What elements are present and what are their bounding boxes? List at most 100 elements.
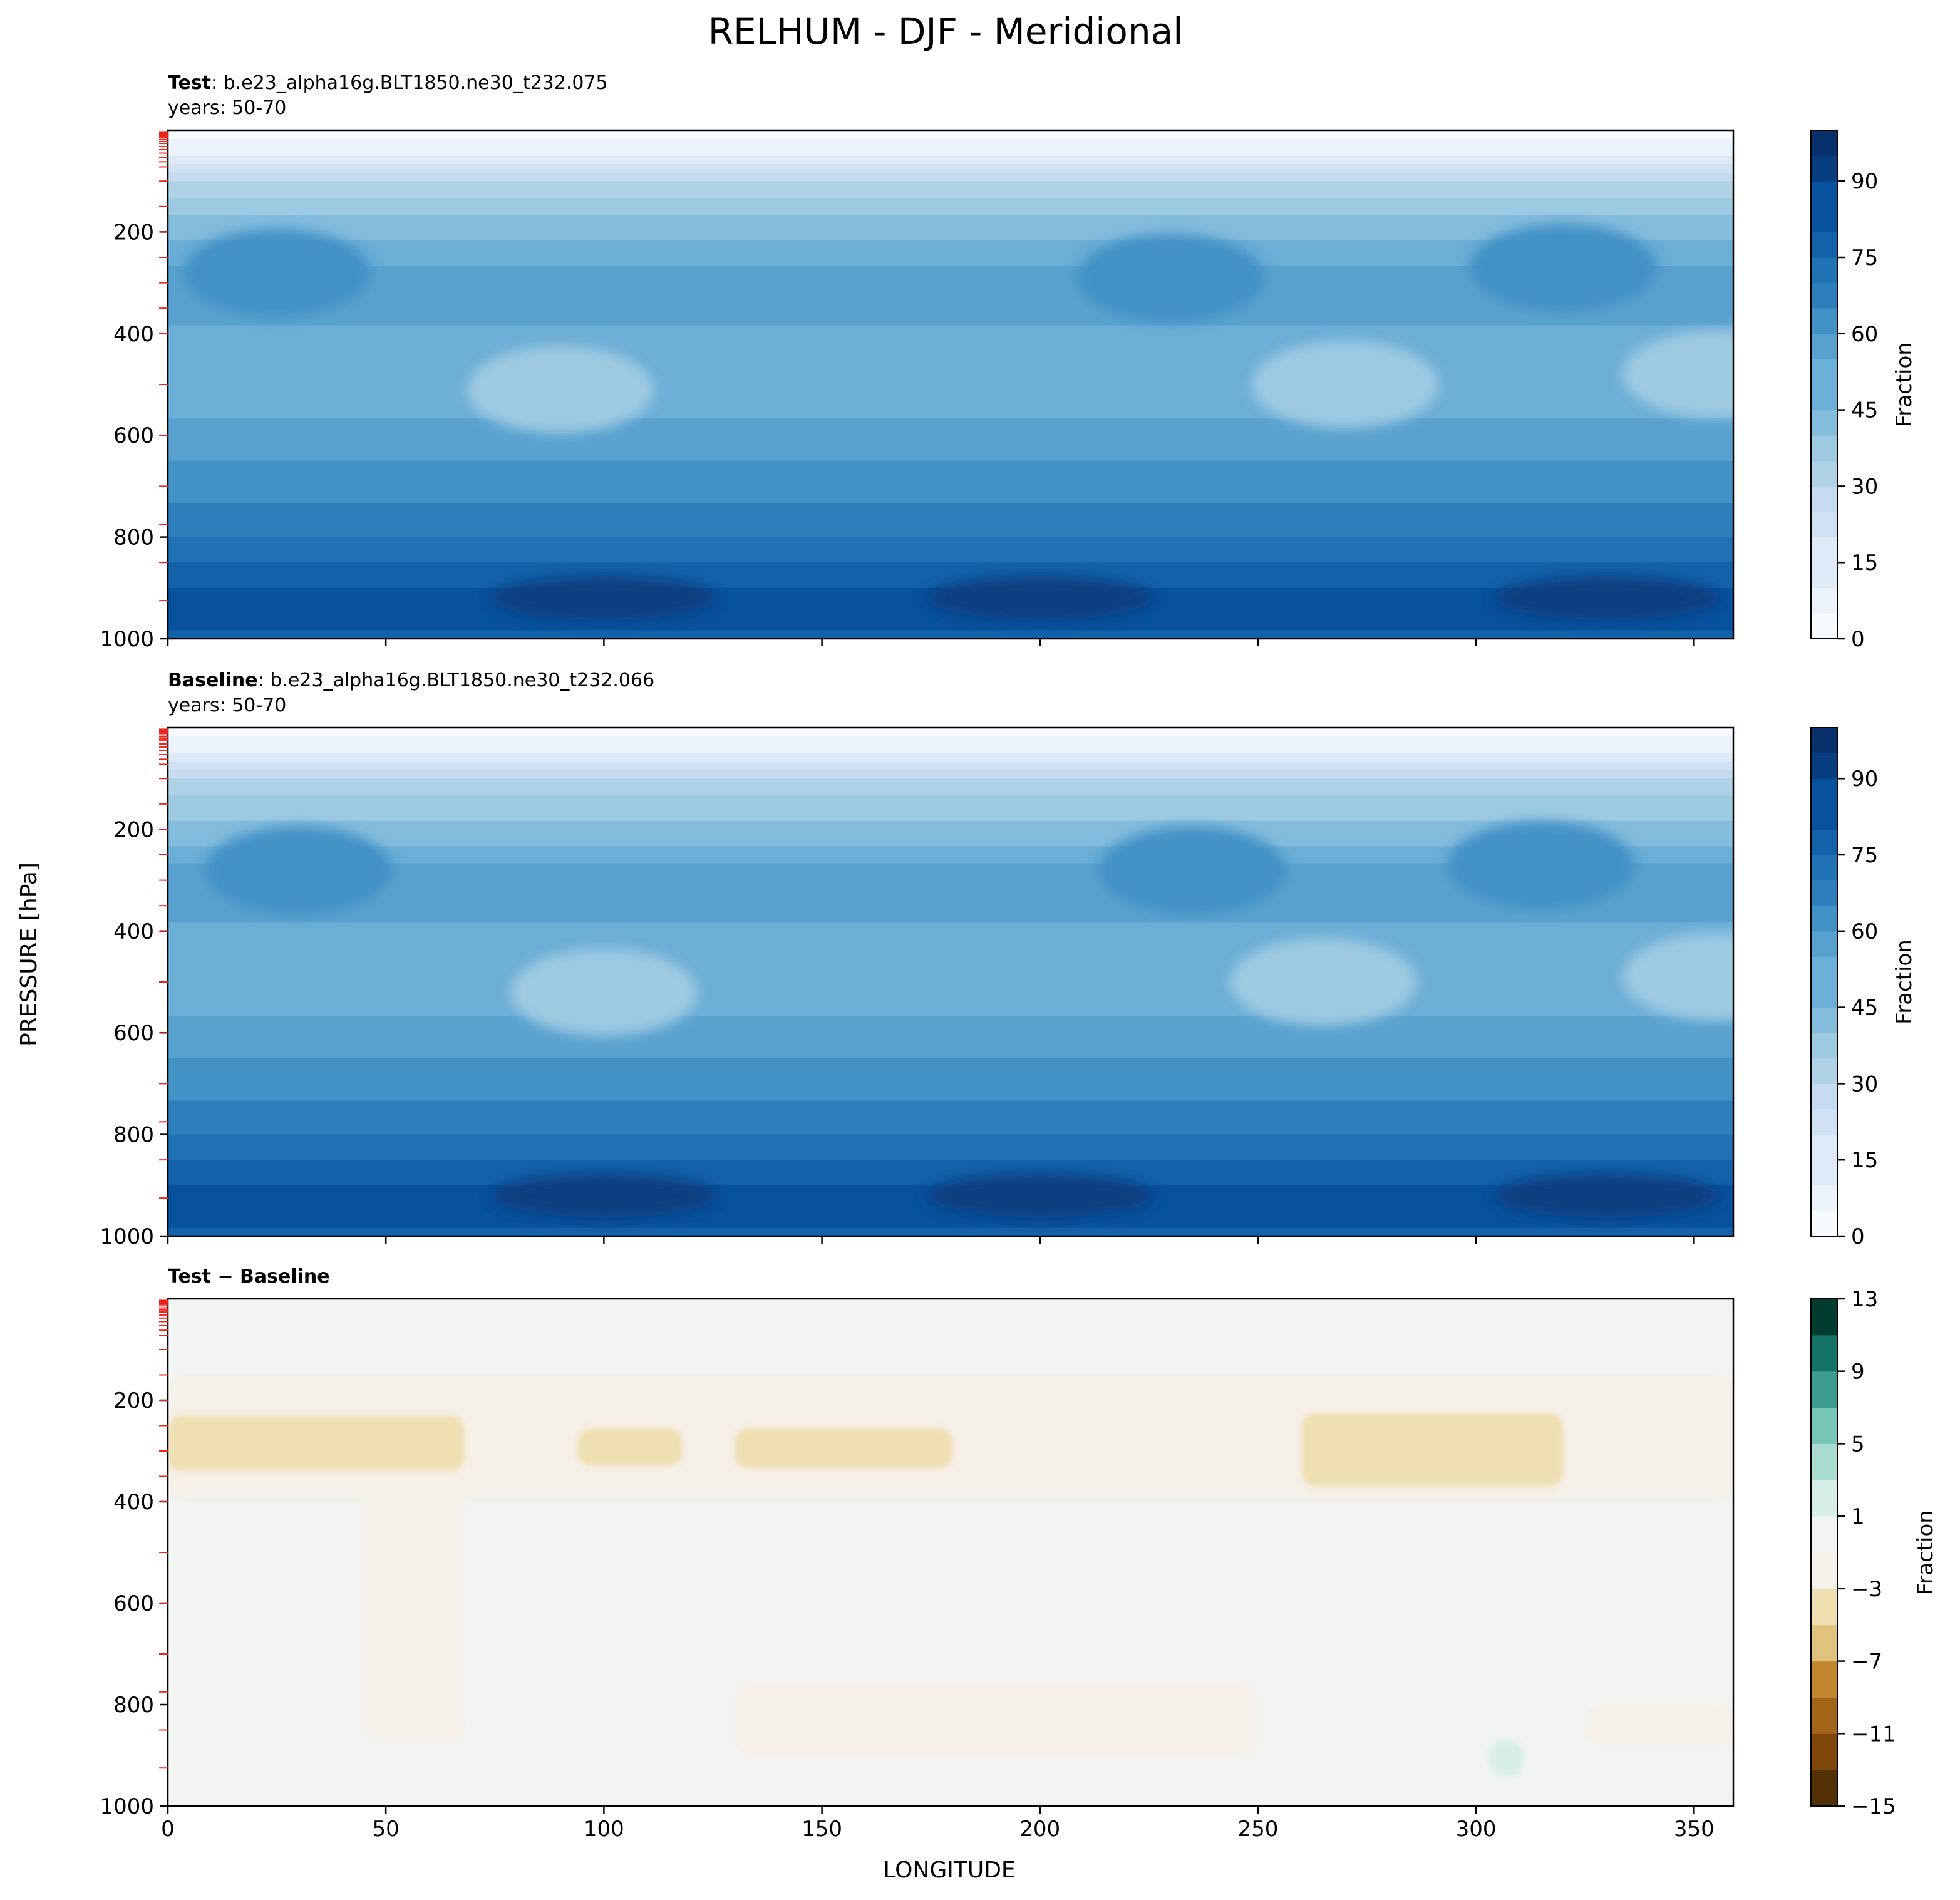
contour-feature-moist_low	[1494, 1174, 1720, 1218]
colorbar-segment	[1811, 435, 1837, 462]
contour-band	[168, 922, 1733, 932]
contour-band	[168, 189, 1733, 199]
colorbar-segment	[1811, 1770, 1837, 1807]
colorbar-tick-label: 90	[1851, 169, 1878, 194]
contour-band	[168, 982, 1733, 991]
contour-band	[168, 282, 1733, 292]
x-tick-label: 150	[802, 1817, 842, 1842]
contour-band	[168, 469, 1733, 478]
contour-features	[204, 821, 1733, 1218]
contour-band	[168, 266, 1733, 276]
contour-band	[168, 206, 1733, 216]
contour-band	[168, 418, 1733, 428]
colorbar-segment	[1811, 257, 1837, 284]
colorbar-segment	[1811, 613, 1837, 639]
contour-band	[168, 762, 1733, 771]
colorbar-segment	[1811, 181, 1837, 207]
colorbar-segment	[1811, 956, 1837, 983]
contour-band	[168, 215, 1733, 224]
colorbar-segment	[1811, 460, 1837, 487]
contour-band	[168, 350, 1733, 360]
contour-band	[168, 401, 1733, 411]
contour-feature-moist_upper	[183, 229, 371, 317]
contour-band	[168, 1143, 1733, 1152]
colorbar-tick-label: 0	[1851, 627, 1865, 652]
colorbar-segment	[1811, 931, 1837, 957]
panel-test-years: years: 50-70	[168, 97, 286, 119]
contour-band	[168, 973, 1733, 983]
colorbar-segment	[1811, 1371, 1837, 1408]
contour-band	[168, 435, 1733, 445]
contour-band	[168, 130, 1733, 140]
contour-band	[168, 630, 1733, 639]
axes-test: 200 400 600 800 1000	[100, 131, 1695, 652]
contour-band	[168, 367, 1733, 377]
contour-region	[577, 1428, 683, 1467]
contour-band	[168, 571, 1733, 581]
x-tick-label: 200	[1019, 1817, 1060, 1842]
x-tick-label: 350	[1674, 1817, 1715, 1842]
contour-band	[168, 889, 1733, 898]
x-tick-label: 50	[373, 1817, 400, 1842]
contour-band	[168, 736, 1733, 746]
colorbar-segment	[1811, 880, 1837, 906]
colorbar-segment	[1811, 232, 1837, 258]
colorbar-segment	[1811, 1160, 1837, 1186]
contour-band	[168, 787, 1733, 797]
contour-band	[168, 855, 1733, 864]
colorbar-segment	[1811, 155, 1837, 182]
contour-band	[168, 906, 1733, 915]
y-tick-label: 800	[113, 1693, 154, 1718]
colorbar-diff: −15 −11 −7 −3 1 5 9 13 Fraction	[1810, 1287, 1938, 1819]
contour-band	[168, 537, 1733, 547]
contour-band	[168, 1100, 1733, 1110]
contour-band	[168, 795, 1733, 805]
contour-band	[168, 897, 1733, 907]
colorbar-tick-label: 75	[1851, 245, 1878, 271]
contour-band	[168, 872, 1733, 881]
y-tick-label: 200	[113, 220, 154, 245]
colorbar-segment	[1811, 753, 1837, 779]
colorbar-tick-label: 30	[1851, 1071, 1878, 1097]
contour-band	[168, 770, 1733, 780]
contour-feature-moist_upper	[204, 826, 393, 914]
colorbar-tick-label: −11	[1851, 1722, 1896, 1747]
contour-feature-dry_mid	[466, 346, 654, 434]
colorbar-segment	[1811, 359, 1837, 385]
colorbar-segment	[1811, 1335, 1837, 1372]
colorbar-tick-label: 5	[1851, 1432, 1865, 1457]
colorbar-segment	[1811, 855, 1837, 881]
y-tick-label: 400	[113, 1490, 154, 1515]
colorbar-segment	[1811, 1109, 1837, 1135]
contour-band	[168, 829, 1733, 839]
contour-band	[168, 947, 1733, 958]
contour-region	[1489, 1740, 1524, 1776]
y-axis-label: PRESSURE [hPa]	[16, 862, 42, 1046]
colorbar-segment	[1811, 1661, 1837, 1698]
contour-feature-dry_mid	[1622, 932, 1733, 1021]
contour-band	[168, 325, 1733, 334]
colorbar-segment	[1811, 1134, 1837, 1160]
contour-band	[168, 820, 1733, 830]
contour-band	[168, 486, 1733, 495]
panel-baseline: Baseline: b.e23_alpha16g.BLT1850.ne30_t2…	[100, 669, 1917, 1249]
contour-band	[168, 1219, 1733, 1229]
colorbar-segment	[1811, 1033, 1837, 1059]
contour-band	[168, 1033, 1733, 1042]
colorbar-tick-label: −7	[1851, 1650, 1882, 1675]
contour-band	[168, 342, 1733, 351]
x-tick-label: 300	[1456, 1817, 1497, 1842]
contour-band	[168, 512, 1733, 521]
colorbar-segment	[1811, 1624, 1837, 1662]
colorbar-segment	[1811, 1007, 1837, 1033]
colorbar-segment	[1811, 562, 1837, 589]
colorbar-segment	[1811, 906, 1837, 932]
contour-band	[168, 1058, 1733, 1068]
contour-band	[168, 1109, 1733, 1118]
contour-band	[168, 545, 1733, 555]
colorbar-tick-label: 45	[1851, 996, 1878, 1021]
contour-band	[168, 164, 1733, 173]
colorbar-segment	[1811, 778, 1837, 805]
contour-band	[168, 1092, 1733, 1102]
contour-band	[168, 299, 1733, 309]
